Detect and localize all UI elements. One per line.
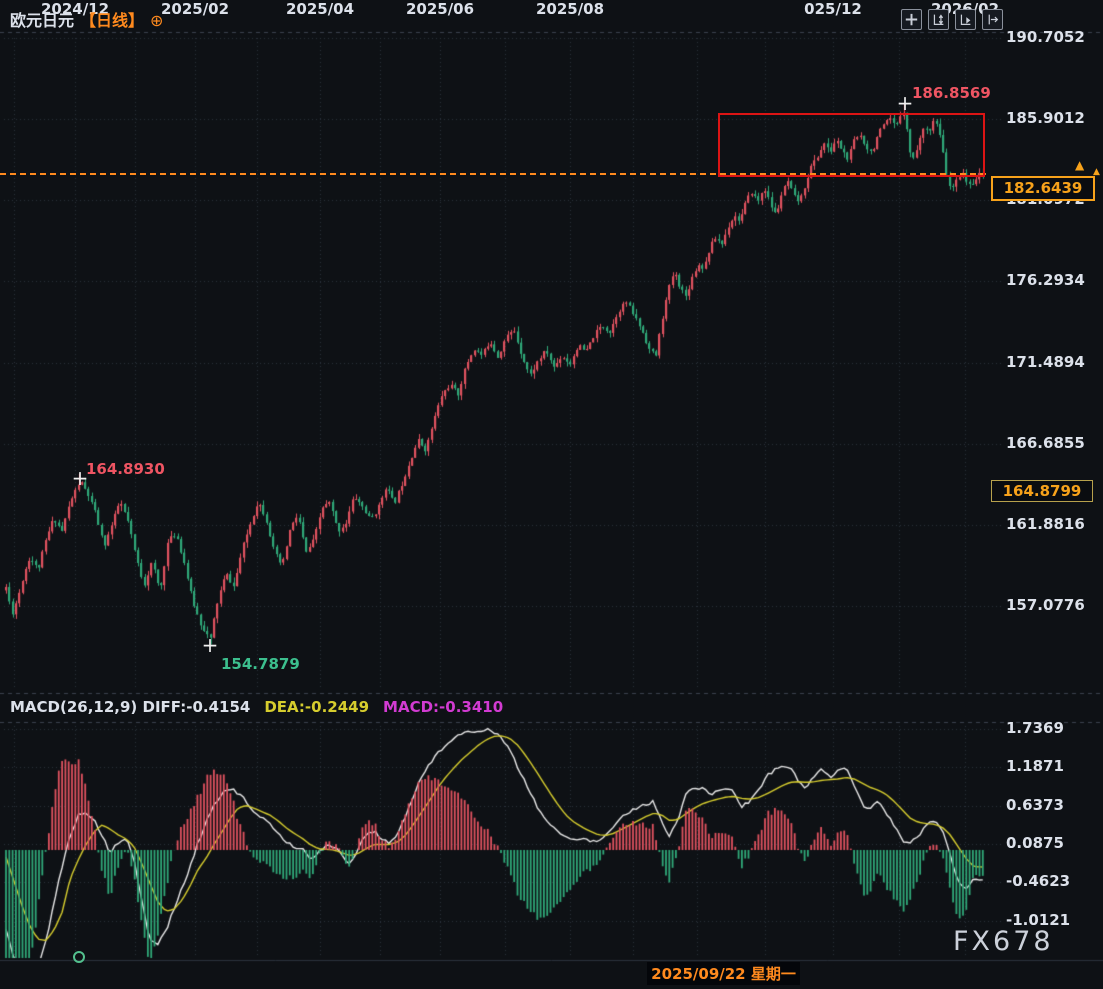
macd-axis-tick: 1.7369 [1006,719,1064,737]
macd-axis-tick: -0.4623 [1006,872,1071,890]
swing-high-annotation: 164.8930 [86,460,165,478]
macd-header: MACD(26,12,9) DIFF:-0.4154 DEA:-0.2449 MAC… [10,698,503,716]
macd-value-label: MACD:-0.3410 [383,698,504,716]
period-tag: 【日线】 [80,11,145,30]
high-annotation: 186.8569 [912,84,991,102]
auto-scale-button[interactable] [955,9,976,30]
collapse-panel-icon [986,13,999,26]
x-axis-label: 2025/08 [535,0,605,18]
x-axis-label: 2025/04 [285,0,355,18]
price-axis-tick: 161.8816 [1006,515,1085,533]
event-marker-icon[interactable] [73,951,85,963]
collapse-panel-button[interactable] [982,9,1003,30]
macd-axis-tick: -1.0121 [1006,911,1071,929]
macd-name-diff-label: MACD(26,12,9) DIFF:-0.4154 [10,698,251,716]
price-axis-tick: 157.0776 [1006,596,1085,614]
fit-y-axis-icon [932,13,945,26]
date-crosshair-label: 2025/09/22 星期一 [647,962,800,985]
x-axis-label: 2025/06 [405,0,475,18]
price-axis-tick: 166.6855 [1006,434,1085,452]
pan-tool-button[interactable] [901,9,922,30]
current-price-line [0,173,990,175]
swing-high-cross-marker: + [71,466,89,490]
chart-toolbar [895,9,1003,30]
pan-icon [905,13,918,26]
low-annotation: 154.7879 [221,655,300,673]
x-axis-label: 2025/02 [160,0,230,18]
add-indicator-icon[interactable]: ⊕ [150,11,164,30]
chart-header: 欧元日元 【日线】 ⊕ [10,7,163,31]
marked-price-label: 164.8799 [991,480,1093,502]
fit-y-axis-button[interactable] [928,9,949,30]
price-axis-tick: 185.9012 [1006,109,1085,127]
x-axis-label: 2024/12 [40,0,110,18]
macd-axis-tick: 0.6373 [1006,796,1064,814]
price-axis-tick: 176.2934 [1006,271,1085,289]
low-cross-marker: + [201,633,219,657]
symbol-title: 欧元日元 [10,11,75,30]
x-axis-label: 025/12 [804,0,862,18]
macd-axis-tick: 1.1871 [1006,757,1064,775]
price-axis-tick: 171.4894 [1006,353,1085,371]
high-cross-marker: + [896,91,914,115]
price-up-arrow-icon: ▲ [1075,158,1085,172]
current-price-label: 182.6439 [991,176,1095,201]
price-axis-tick: 190.7052 [1006,28,1085,46]
auto-scale-icon [959,13,972,26]
macd-axis-tick: 0.0875 [1006,834,1064,852]
macd-dea-label: DEA:-0.2449 [264,698,370,716]
breakout-box-annotation[interactable] [718,113,985,177]
watermark: FX678 [953,926,1054,957]
price-up-arrow-small-icon: ▲ [1093,167,1100,177]
